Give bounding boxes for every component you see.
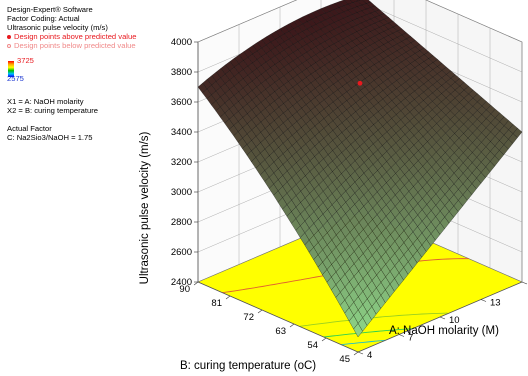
axis-ticks: 2400 2600 2800 3000 3200 3400 3600 3800 4000 45 54… — [171, 37, 528, 365]
below-legend: Design points below predicted value — [7, 41, 136, 50]
x-tick-label: 4 — [367, 350, 372, 361]
design-points — [357, 80, 363, 86]
y-tick-label: 81 — [211, 298, 222, 309]
below-marker-icon — [7, 44, 11, 48]
z-tick-label: 3200 — [171, 157, 192, 168]
y-tick — [257, 309, 263, 314]
z-axis-title: Ultrasonic pulse velocity (m/s) — [139, 131, 151, 284]
y-tick-label: 72 — [243, 312, 254, 323]
y-tick — [193, 281, 199, 286]
contour-line — [341, 339, 386, 346]
actual-factor-label: Actual Factor — [7, 124, 52, 133]
color-scale-low: 2575 — [7, 74, 24, 83]
y-tick — [321, 337, 327, 342]
design-point — [357, 80, 363, 86]
color-scale-bar — [8, 61, 14, 77]
factor-coding-label: Factor Coding: Actual — [7, 14, 80, 23]
x1-definition: X1 = A: NaOH molarity — [7, 97, 84, 106]
above-legend: Design points above predicted value — [7, 32, 136, 41]
response-surface — [197, 0, 523, 338]
x-tick — [521, 281, 528, 285]
x-tick — [398, 334, 405, 337]
x-tick — [480, 299, 487, 302]
response-label: Ultrasonic pulse velocity (m/s) — [7, 23, 108, 32]
z-tick-label: 3600 — [171, 97, 192, 108]
x2-definition: X2 = B: curing temperature — [7, 106, 98, 115]
contour-line — [323, 328, 413, 338]
y-tick-label: 54 — [307, 340, 318, 351]
above-legend-label: Design points above predicted value — [14, 32, 137, 41]
software-label: Design-Expert® Software — [7, 5, 93, 14]
above-marker-icon — [7, 35, 11, 39]
back-gridline — [197, 0, 523, 43]
below-legend-label: Design points below predicted value — [14, 41, 136, 50]
box-edge — [197, 281, 359, 353]
z-tick-label: 3000 — [171, 187, 192, 198]
x-tick-label: 10 — [449, 315, 460, 326]
x-tick — [357, 351, 364, 355]
x-axis-title: A: NaOH molarity (M) — [389, 325, 499, 337]
z-tick-label: 4000 — [171, 37, 192, 48]
z-tick-label: 2600 — [171, 247, 192, 258]
z-tick-label: 3800 — [171, 67, 192, 78]
z-tick-label: 2800 — [171, 217, 192, 228]
y-tick-label: 90 — [179, 284, 190, 295]
y-tick-label: 45 — [339, 354, 350, 365]
z-tick-label: 2400 — [171, 277, 192, 288]
x-tick-label: 7 — [408, 333, 413, 344]
y-tick — [289, 323, 295, 328]
y-axis-title: B: curing temperature (oC) — [180, 360, 316, 372]
surface-cell — [353, 323, 363, 338]
z-tick-label: 3400 — [171, 127, 192, 138]
y-tick-label: 63 — [275, 326, 286, 337]
x-tick-label: 13 — [490, 298, 501, 309]
y-tick — [353, 351, 359, 356]
factor-c-value: C: Na2Sio3/NaOH = 1.75 — [7, 133, 93, 142]
y-tick — [225, 295, 231, 300]
color-scale-high: 3725 — [17, 56, 34, 65]
x-tick — [439, 316, 446, 320]
